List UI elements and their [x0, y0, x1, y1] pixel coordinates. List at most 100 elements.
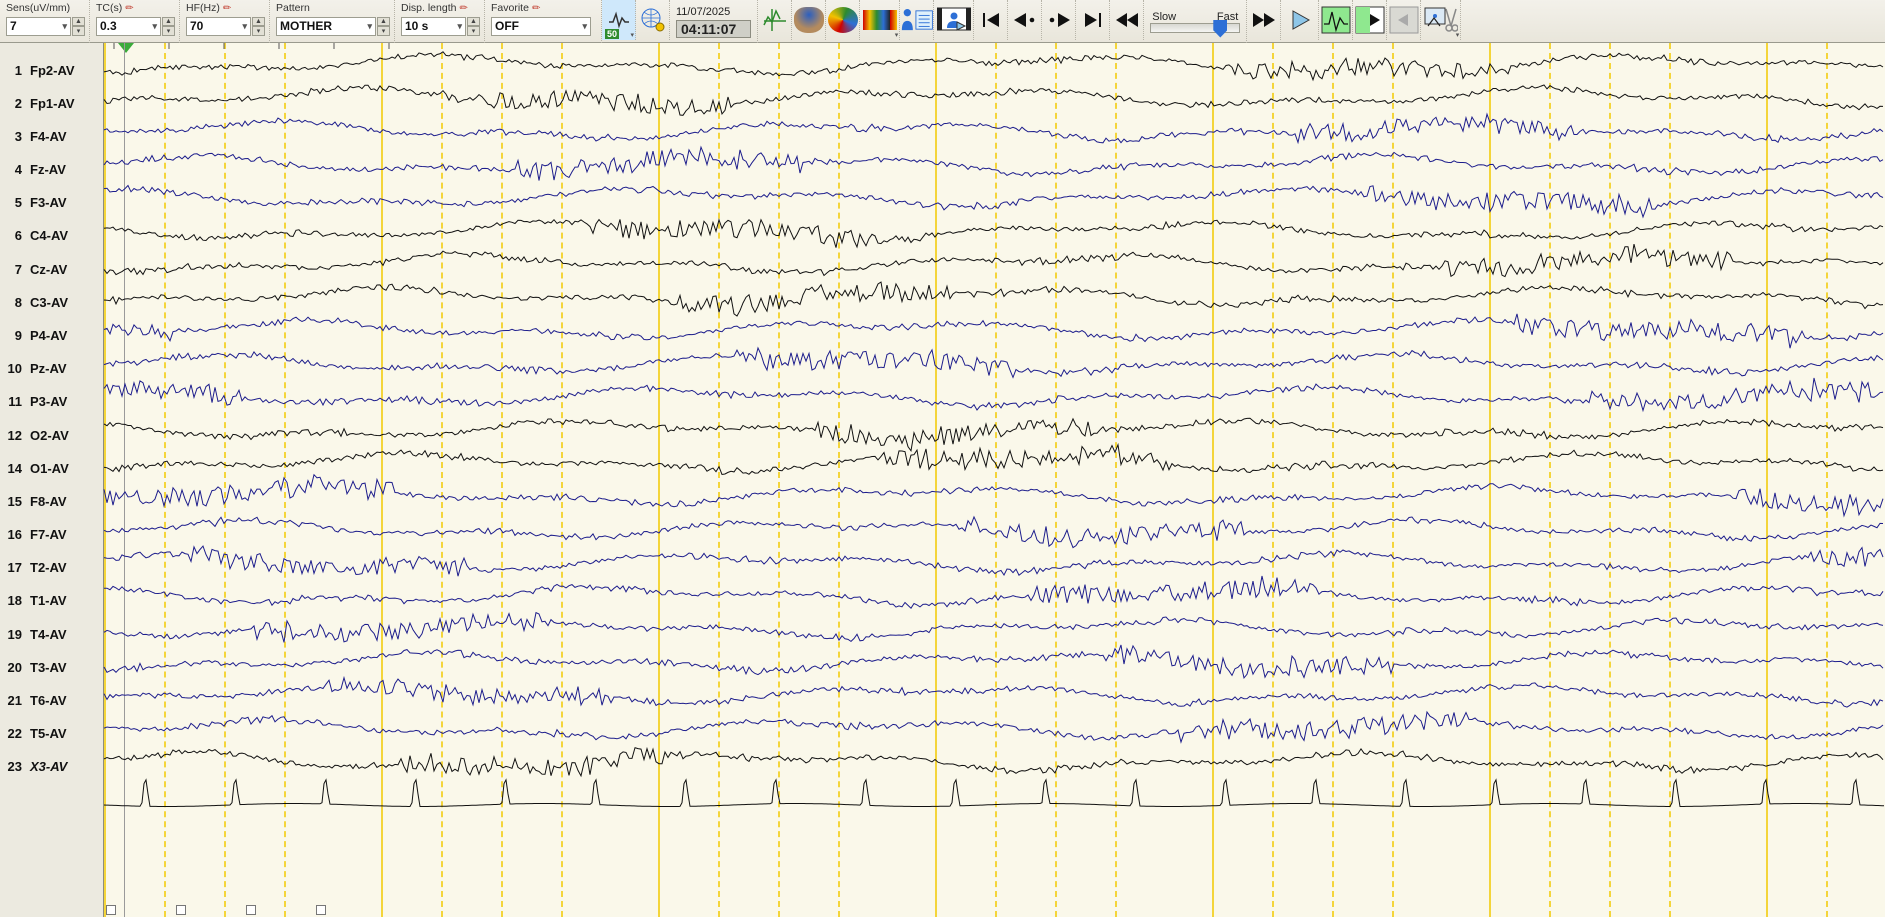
step-back-button[interactable] — [1008, 0, 1042, 40]
channel-label-row: 14 O1-AV — [0, 453, 104, 483]
channel-number: 8 — [0, 295, 26, 310]
channel-label-row: 17 T2-AV — [0, 553, 104, 583]
channel-number: 2 — [0, 96, 26, 111]
tc-stepper[interactable]: ▲ ▾ — [162, 17, 175, 36]
green-wave-box2-icon — [1355, 6, 1385, 34]
favorite-edit-icon[interactable]: ✏ — [532, 3, 543, 14]
channel-number: 17 — [0, 560, 26, 575]
channel-number: 21 — [0, 693, 26, 708]
channel-label-row: 22 T5-AV — [0, 719, 104, 749]
head-map-button[interactable] — [792, 0, 826, 40]
person-list-button[interactable] — [900, 0, 934, 40]
spectrogram-button[interactable]: ▾ — [860, 0, 900, 40]
colored-topo-button[interactable] — [826, 0, 860, 40]
eeg-chart-area[interactable]: 1 Fp2-AV 2 Fp1-AV 3 F4-AV 4 Fz-AV 5 F3-AV 6 C4-AV 7 C… — [0, 43, 1885, 917]
ecg-trace-svg — [104, 775, 1885, 835]
favorite-value[interactable]: OFF — [495, 19, 519, 33]
channel-label-row: 4 Fz-AV — [0, 155, 104, 185]
slow-fast-slider-control[interactable]: Slow Fast — [1144, 0, 1247, 43]
step-back-icon — [1012, 11, 1038, 29]
channel-label-row: 8 C3-AV — [0, 287, 104, 317]
tc-value[interactable]: 0.3 — [100, 19, 117, 33]
channel-number: 15 — [0, 494, 26, 509]
tc-control[interactable]: TC(s) ✏ 0.3 ▾ ▲ ▾ — [90, 0, 180, 43]
rewind-icon — [1114, 11, 1140, 29]
channel-label-row: 11 P3-AV — [0, 387, 104, 417]
hf-stepper[interactable]: ▲ ▾ — [252, 17, 265, 36]
channel-name: O1-AV — [26, 461, 69, 476]
trend-view-button[interactable] — [758, 0, 792, 40]
pattern-stepper[interactable]: ▲ ▾ — [377, 17, 390, 36]
skip-to-end-button[interactable] — [1076, 0, 1110, 40]
channel-number: 1 — [0, 63, 26, 78]
favorite-control[interactable]: Favorite ✏ OFF ▾ — [485, 0, 602, 43]
skip-to-start-button[interactable] — [974, 0, 1008, 40]
eeg-waveform-plot[interactable] — [104, 43, 1885, 917]
channel-number: 19 — [0, 627, 26, 642]
video-person-button[interactable] — [934, 0, 974, 40]
pattern-value[interactable]: MOTHER — [280, 19, 332, 33]
time-value[interactable]: 04:11:07 — [676, 20, 751, 38]
hf-label: HF(Hz) — [186, 2, 220, 14]
green-selection-box-button[interactable] — [1353, 0, 1387, 40]
hf-value[interactable]: 70 — [190, 19, 203, 33]
hf-control[interactable]: HF(Hz) ✏ 70 ▾ ▲ ▾ — [180, 0, 270, 43]
hf-edit-icon[interactable]: ✏ — [223, 3, 234, 14]
ecg-trace-row[interactable] — [104, 775, 1885, 835]
favorite-label: Favorite — [491, 2, 529, 14]
channel-label-row: 18 T1-AV — [0, 586, 104, 616]
channel-label-row: 6 C4-AV — [0, 221, 104, 251]
globe-gear-button[interactable] — [636, 0, 670, 40]
channel-label-row: 5 F3-AV — [0, 188, 104, 218]
bottom-toolbar-icons[interactable] — [106, 905, 326, 915]
bottom-icon-box[interactable] — [316, 905, 326, 915]
channel-label-row: 7 Cz-AV — [0, 254, 104, 284]
channel-number: 23 — [0, 759, 26, 774]
skip-to-start-icon — [981, 11, 1001, 29]
disp-length-stepper[interactable]: ▲ ▾ — [467, 17, 480, 36]
speed-slider-track[interactable] — [1150, 23, 1240, 33]
pattern-control[interactable]: Pattern MOTHER ▾ ▲ ▾ — [270, 0, 395, 43]
channel-number: 3 — [0, 129, 26, 144]
green-wave-box-button[interactable] — [1319, 0, 1353, 40]
channel-label-row: 3 F4-AV — [0, 121, 104, 151]
tc-edit-icon[interactable]: ✏ — [125, 3, 136, 14]
channel-number: 22 — [0, 726, 26, 741]
speed-slider-handle[interactable] — [1213, 20, 1227, 38]
person-icon — [900, 7, 915, 33]
channel-name: Cz-AV — [26, 262, 67, 277]
grey-prev-button[interactable] — [1387, 0, 1421, 40]
colored-topo-icon — [828, 7, 858, 33]
channel-label-row: 20 T3-AV — [0, 652, 104, 682]
sensitivity-wave-button[interactable]: 50 ▾ — [602, 0, 636, 40]
channel-label-row: 21 T6-AV — [0, 685, 104, 715]
bottom-icon-box[interactable] — [246, 905, 256, 915]
spectrogram-icon — [863, 10, 897, 30]
rewind-button[interactable] — [1110, 0, 1144, 40]
channel-number: 5 — [0, 195, 26, 210]
scissors-clip-icon — [1424, 6, 1458, 34]
channel-label-row: 10 Pz-AV — [0, 354, 104, 384]
sens-control[interactable]: Sens(uV/mm) 7 ▾ ▲ ▾ — [0, 0, 90, 43]
scissors-clip-button[interactable]: ▾ — [1421, 0, 1461, 40]
channel-name: T5-AV — [26, 726, 67, 741]
channel-name: Fp1-AV — [26, 96, 75, 111]
tc-label: TC(s) — [96, 2, 122, 14]
channel-name: F4-AV — [26, 129, 67, 144]
sens-stepper[interactable]: ▲ ▾ — [72, 17, 85, 36]
disp-length-control[interactable]: Disp. length ✏ 10 s ▾ ▲ ▾ — [395, 0, 485, 43]
channel-label-row: 1 Fp2-AV — [0, 55, 104, 85]
step-forward-button[interactable] — [1042, 0, 1076, 40]
channel-number: 11 — [0, 394, 26, 409]
bottom-icon-box[interactable] — [176, 905, 186, 915]
sens-value[interactable]: 7 — [10, 19, 17, 33]
step-forward-icon — [1046, 11, 1072, 29]
bottom-icon-box[interactable] — [106, 905, 116, 915]
disp-length-value[interactable]: 10 s — [405, 19, 428, 33]
datetime-display[interactable]: 11/07/2025 04:11:07 — [670, 0, 758, 43]
channel-name: Fz-AV — [26, 162, 66, 177]
channel-name: C3-AV — [26, 295, 68, 310]
play-button[interactable] — [1281, 0, 1319, 40]
disp-length-edit-icon[interactable]: ✏ — [459, 3, 470, 14]
fast-forward-button[interactable] — [1247, 0, 1281, 40]
